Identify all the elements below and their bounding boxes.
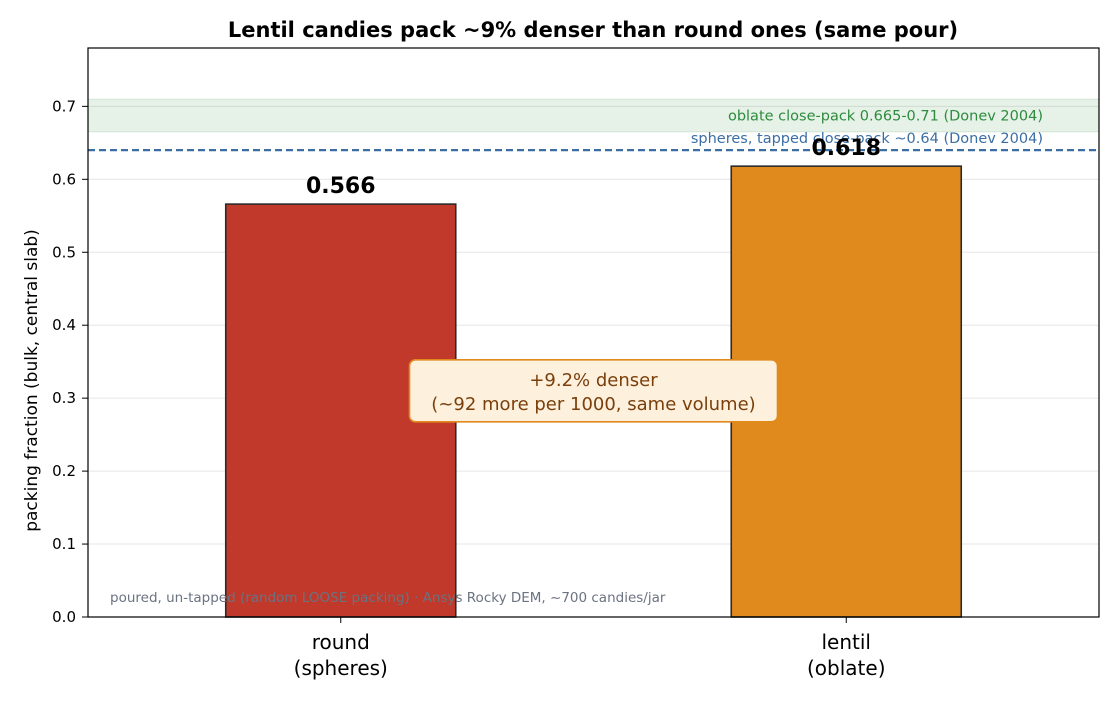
x-axis: round(spheres) lentil(oblate) <box>294 617 886 680</box>
x-tick-label-0-line1: round <box>312 630 370 654</box>
annotation-box: +9.2% denser (~92 more per 1000, same vo… <box>408 359 779 423</box>
annotation-line-2: (~92 more per 1000, same volume) <box>431 394 755 415</box>
y-tick-label-5: 0.5 <box>52 243 76 261</box>
reference-band-label: oblate close-pack 0.665-0.71 (Donev 2004… <box>728 108 1043 124</box>
reference-line-label: spheres, tapped close-pack ~0.64 (Donev … <box>691 131 1043 147</box>
y-tick-label-0: 0.0 <box>52 608 76 626</box>
value-label-0: 0.566 <box>306 174 376 199</box>
x-tick-label-0-line2: (spheres) <box>294 656 388 680</box>
footnote: poured, un-tapped (random LOOSE packing)… <box>110 590 666 606</box>
x-tick-label-1-line2: (oblate) <box>807 656 886 680</box>
annotation-line-1: +9.2% denser <box>529 370 658 391</box>
plot-frame <box>87 47 1100 618</box>
y-axis: 0.0 0.1 0.2 0.3 0.4 0.5 0.6 0.7 <box>52 97 88 626</box>
y-tick-label-7: 0.7 <box>52 97 76 115</box>
x-tick-label-1-line1: lentil <box>822 630 872 654</box>
chart-title: Lentil candies pack ~9% denser than roun… <box>228 18 958 42</box>
y-tick-label-4: 0.4 <box>52 316 76 334</box>
y-tick-label-6: 0.6 <box>52 170 76 188</box>
y-tick-label-3: 0.3 <box>52 389 76 407</box>
y-axis-label: packing fraction (bulk, central slab) <box>22 229 42 532</box>
y-tick-label-1: 0.1 <box>52 535 76 553</box>
y-tick-label-2: 0.2 <box>52 462 76 480</box>
value-labels: 0.566 0.618 <box>306 136 881 199</box>
value-label-1: 0.618 <box>811 136 881 161</box>
annotation-background <box>408 359 779 423</box>
